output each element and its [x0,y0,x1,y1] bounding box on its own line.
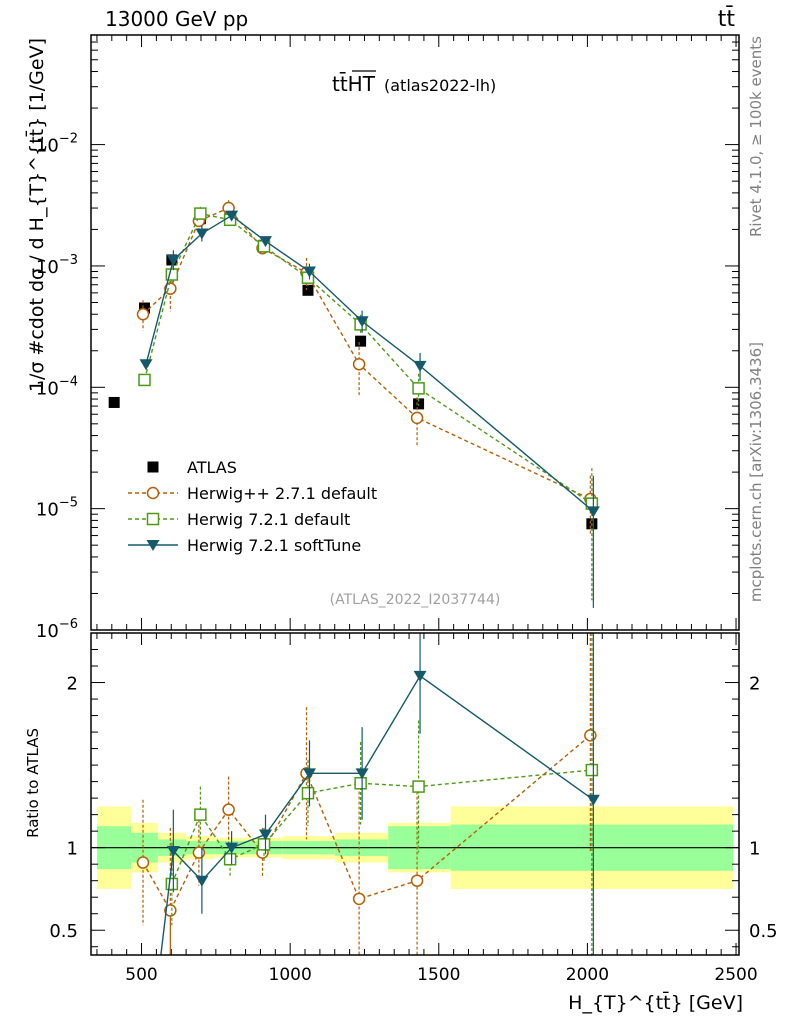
series-3-point [195,228,209,240]
series-2-point [165,268,179,281]
series-1-ratio-point [584,729,597,742]
series-2-ratio-point [165,877,179,891]
series-1-point [410,411,424,425]
legend-label-0: ATLAS [187,458,237,477]
legend-marker-1 [146,486,160,500]
header-energy-label: 13000 GeV pp [105,7,248,31]
series-2-ratio-line [171,769,592,885]
rivet-version-label: Rivet 4.1.0, ≥ 100k events [747,36,765,237]
series-3-ratio-point [586,794,600,806]
ratio-tick-label: 0.5 [49,921,78,942]
y-tick-label: 10−3 [36,253,78,278]
y-tick-label: 10−6 [36,617,78,642]
series-1-ratio-point [410,874,424,887]
main-frame [90,34,740,631]
series-3-point [258,236,272,248]
series-2-ratio-point [412,780,425,793]
y-tick-label: 10−4 [36,374,78,399]
series-2-ratio-point [257,838,271,851]
series-3-point [413,360,427,372]
series-1-ratio-point [352,892,366,906]
series-2-ratio-point [301,786,315,800]
series-0-point [108,396,120,408]
series-3-ratio-point [355,768,369,780]
x-tick-label: 500 [125,965,157,985]
legend-marker-0 [147,461,159,473]
series-3-point [355,316,369,328]
series-0-point [139,302,151,314]
series-3-point [225,210,239,222]
series-1-point [352,357,366,371]
header-process-label: tt̄ [718,6,736,32]
ratio-frame [90,632,740,956]
series-3-ratio-point [225,842,239,854]
x-axis-label: H_{T}^{tt̄} [GeV] [568,990,743,1014]
series-2-point [194,207,207,220]
series-3-point [166,254,180,266]
series-1-ratio-point [222,803,235,816]
ratio-tick-label: 2 [67,674,78,695]
mcplots-label: mcplots.cern.ch [arXiv:1306.3436] [747,342,765,602]
series-2-ratio-point [194,808,207,821]
chart-title-main: tt̄HT [332,71,376,96]
x-tick-label: 2000 [566,965,609,985]
ratio-tick-label: 1 [67,839,78,860]
series-3-ratio-point [258,829,272,841]
ratio-panel: 500 1000 1500 2000 2500 2 2 1 1 0.5 0.5 [49,633,778,985]
series-1-point [136,307,150,321]
x-tick-label: 2500 [714,965,757,985]
x-tick-label: 1000 [269,965,312,985]
legend-marker-3 [146,540,160,551]
series-2-ratio-point [585,763,599,777]
y-tick-label: 10−2 [36,132,78,157]
series-2-ratio-point [223,852,237,866]
legend-label-1: Herwig++ 2.7.1 default [187,484,377,503]
chart-title: tt̄HT (atlas2022-lh) [332,70,496,96]
legend: ATLAS Herwig++ 2.7.1 default Herwig 7.2.1 … [128,458,377,555]
legend-label-2: Herwig 7.2.1 default [187,510,350,529]
series-3-ratio-point [302,768,316,780]
ratio-y-axis-label: Ratio to ATLAS [24,728,42,838]
series-2-point [412,382,425,395]
legend-marker-2 [146,512,160,526]
series-2-point [138,373,151,387]
legend-label-3: Herwig 7.2.1 softTune [187,536,361,555]
y-axis-label: 1/σ #cdot dσ / d H_{T}^{tt̄} [1/GeV] [24,38,48,392]
series-3-point [139,359,153,371]
series-1-ratio-point [192,846,206,859]
series-3-point [302,266,316,278]
series-3-ratio-point [195,875,209,887]
series-3-ratio-point [413,670,427,682]
ratio-tick-label-right: 1 [749,839,760,860]
series-2-ratio-point [354,777,367,790]
ratio-tick-label-right: 2 [749,674,760,695]
ratio-tick-label-right: 0.5 [749,921,778,942]
series-3-point [586,506,600,518]
x-tick-label: 1500 [417,965,460,985]
series-0-point [355,335,367,347]
series-1-ratio-point [136,856,150,869]
main-panel: 10−2 10−3 10−4 10−5 10−6 [36,34,739,642]
y-tick-label: 10−5 [36,496,78,521]
series-0-point [302,284,314,296]
chart-title-sub: (atlas2022-lh) [384,76,496,95]
series-1-line [142,207,591,500]
series-3-ratio-point [166,845,180,857]
series-1-ratio-point [164,904,177,917]
analysis-id-label: (ATLAS_2022_I2037744) [330,592,501,608]
